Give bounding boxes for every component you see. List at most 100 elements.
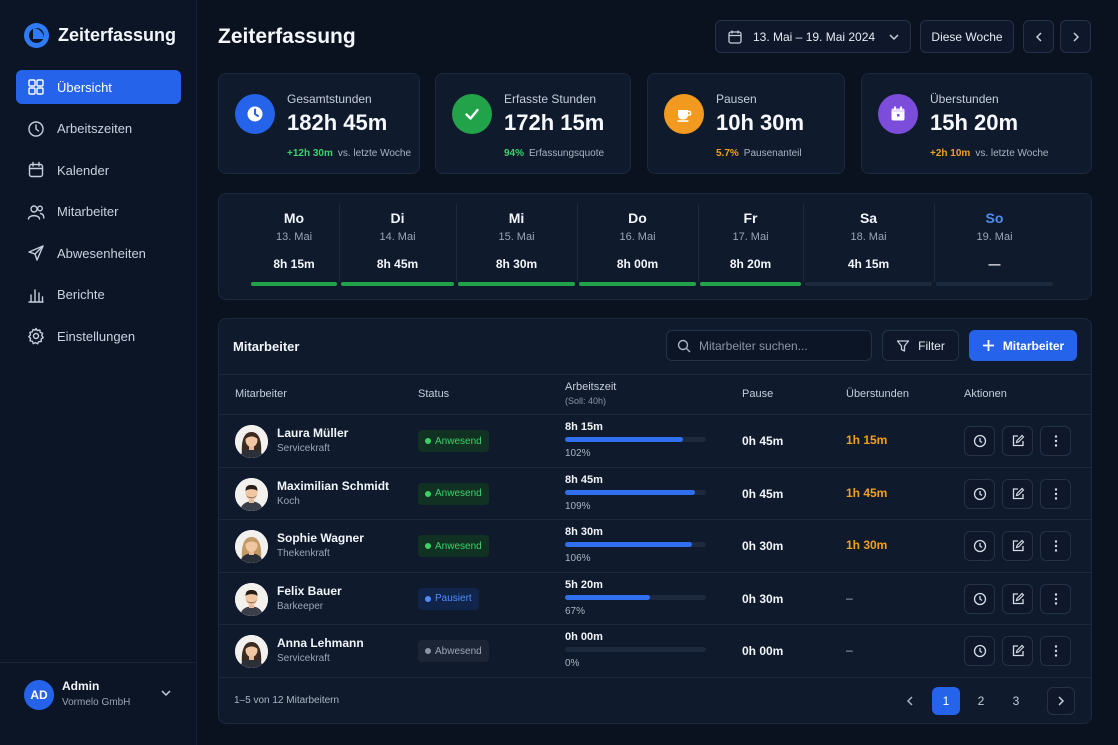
stat-value: 10h 30m	[716, 110, 805, 135]
edit-button[interactable]	[1002, 583, 1033, 614]
worktime-progress-bar	[565, 437, 706, 442]
day-name: Mi	[508, 210, 525, 226]
col-worktime[interactable]: Arbeitszeit (Soll: 40h)	[565, 381, 616, 406]
sidebar-item-mitarbeiter[interactable]: Mitarbeiter	[16, 195, 181, 229]
edit-icon	[1012, 592, 1024, 604]
worktime-percent: 106%	[565, 553, 591, 564]
col-employee[interactable]: Mitarbeiter	[235, 388, 287, 400]
status-badge: Abwesend	[418, 640, 489, 662]
stat-label: Pausen	[716, 92, 757, 106]
edit-button[interactable]	[1002, 636, 1033, 666]
history-button[interactable]	[964, 583, 995, 614]
pagination-page[interactable]: 2	[977, 694, 985, 708]
sidebar-item-einstellungen[interactable]: Einstellungen	[16, 319, 181, 353]
edit-button[interactable]	[1002, 478, 1033, 509]
pagination-prev[interactable]	[896, 687, 924, 715]
add-employee-button[interactable]: Mitarbeiter	[969, 330, 1077, 361]
sidebar-item-kalender[interactable]: Kalender	[16, 153, 181, 187]
stat-note: Erfassungsquote	[529, 148, 605, 159]
table-row[interactable]: Anna Lehmann Servicekraft Abwesend 0h 00…	[219, 625, 1091, 678]
sidebar-item-label: Berichte	[57, 287, 105, 302]
overtime-value: 1h 30m	[846, 538, 888, 552]
history-button[interactable]	[964, 426, 995, 456]
panel-title: Mitarbeiter	[233, 339, 300, 354]
filter-icon	[897, 339, 910, 352]
table-row[interactable]: Felix Bauer Barkeeper Pausiert 5h 20m 67…	[219, 573, 1091, 625]
edit-button[interactable]	[1002, 426, 1033, 456]
day-name: So	[985, 210, 1004, 226]
day-date: 18. Mai	[850, 231, 887, 243]
worktime-progress-bar	[565, 647, 706, 652]
this-week-button[interactable]: Diese Woche	[920, 20, 1014, 53]
stat-label: Gesamtstunden	[287, 92, 372, 106]
more-button[interactable]	[1040, 426, 1071, 456]
brand[interactable]: Zeiterfassung	[24, 23, 176, 48]
day-date: 14. Mai	[379, 231, 416, 243]
employee-role: Thekenkraft	[277, 548, 330, 559]
day-sa[interactable]: Sa 18. Mai 4h 15m	[803, 194, 934, 299]
day-mi[interactable]: Mi 15. Mai 8h 30m	[456, 194, 577, 299]
more-button[interactable]	[1040, 531, 1071, 561]
day-name: Sa	[859, 210, 878, 226]
employee-name[interactable]: Felix Bauer	[277, 583, 342, 598]
history-button[interactable]	[964, 531, 995, 561]
day-progress-fill	[700, 282, 801, 286]
employee-name[interactable]: Maximilian Schmidt	[277, 478, 390, 493]
edit-button[interactable]	[1002, 531, 1033, 561]
pagination-page[interactable]: 3	[1012, 694, 1020, 708]
sidebar-item-label: Übersicht	[57, 79, 112, 95]
worktime-progress-fill	[565, 594, 650, 600]
sidebar-item-übersicht[interactable]: Übersicht	[16, 70, 181, 104]
day-progress-bar	[341, 282, 454, 286]
day-progress-fill	[341, 282, 454, 286]
next-week-button[interactable]	[1060, 20, 1091, 53]
table-row[interactable]: Laura Müller Servicekraft Anwesend 8h 15…	[219, 415, 1091, 468]
more-button[interactable]	[1040, 478, 1071, 509]
sidebar-item-abwesenheiten[interactable]: Abwesenheiten	[16, 236, 181, 270]
pagination-page[interactable]: 1	[932, 687, 960, 715]
history-button[interactable]	[964, 478, 995, 509]
user-menu[interactable]: AD Admin Vormelo GmbH	[0, 662, 197, 745]
employee-name[interactable]: Laura Müller	[277, 426, 349, 440]
day-mo[interactable]: Mo 13. Mai 8h 15m	[249, 194, 339, 299]
pause-value: 0h 45m	[742, 434, 784, 448]
stat-delta: +2h 10m	[930, 148, 971, 159]
day-divider	[803, 204, 804, 282]
table-row[interactable]: Maximilian Schmidt Koch Anwesend 8h 45m …	[219, 468, 1091, 520]
sidebar-item-berichte[interactable]: Berichte	[16, 278, 181, 312]
more-button[interactable]	[1040, 636, 1071, 666]
day-fr[interactable]: Fr 17. Mai 8h 20m	[698, 194, 803, 299]
search-input[interactable]	[699, 338, 859, 353]
pause-value: 0h 30m	[742, 591, 784, 606]
sidebar-item-label: Einstellungen	[57, 328, 136, 344]
employee-role: Servicekraft	[277, 443, 330, 454]
table-row[interactable]: Sophie Wagner Thekenkraft Anwesend 8h 30…	[219, 520, 1091, 573]
stat-delta: 94%	[504, 148, 525, 159]
stat-card-erfasste-stunden: Erfasste Stunden 172h 15m 94% Erfassungsq…	[435, 73, 631, 174]
status-badge: Anwesend	[418, 430, 489, 452]
sidebar-item-arbeitszeiten[interactable]: Arbeitszeiten	[16, 112, 181, 146]
day-do[interactable]: Do 16. Mai 8h 00m	[577, 194, 698, 299]
prev-week-button[interactable]	[1023, 20, 1054, 53]
employee-name[interactable]: Anna Lehmann	[277, 636, 364, 650]
col-status[interactable]: Status	[418, 388, 450, 400]
filter-button[interactable]: Filter	[882, 330, 959, 361]
employee-avatar	[235, 425, 268, 458]
more-button[interactable]	[1040, 583, 1071, 614]
stat-value: 15h 20m	[930, 110, 1019, 135]
employee-avatar	[235, 582, 268, 616]
overtime-value: 1h 15m	[846, 433, 888, 447]
day-divider	[456, 204, 457, 282]
date-range-picker[interactable]: 13. Mai – 19. Mai 2024	[715, 20, 911, 53]
day-so[interactable]: So 19. Mai —	[934, 194, 1055, 299]
history-button[interactable]	[964, 636, 995, 666]
col-overtime[interactable]: Überstunden	[846, 388, 909, 400]
pagination-next[interactable]	[1047, 687, 1075, 715]
worktime-progress-bar	[565, 594, 706, 600]
worktime-value: 0h 00m	[565, 631, 603, 643]
day-divider	[698, 204, 699, 282]
col-pause[interactable]: Pause	[742, 388, 774, 400]
employee-name[interactable]: Sophie Wagner	[277, 531, 364, 545]
day-di[interactable]: Di 14. Mai 8h 45m	[339, 194, 456, 299]
day-date: 15. Mai	[498, 231, 535, 243]
